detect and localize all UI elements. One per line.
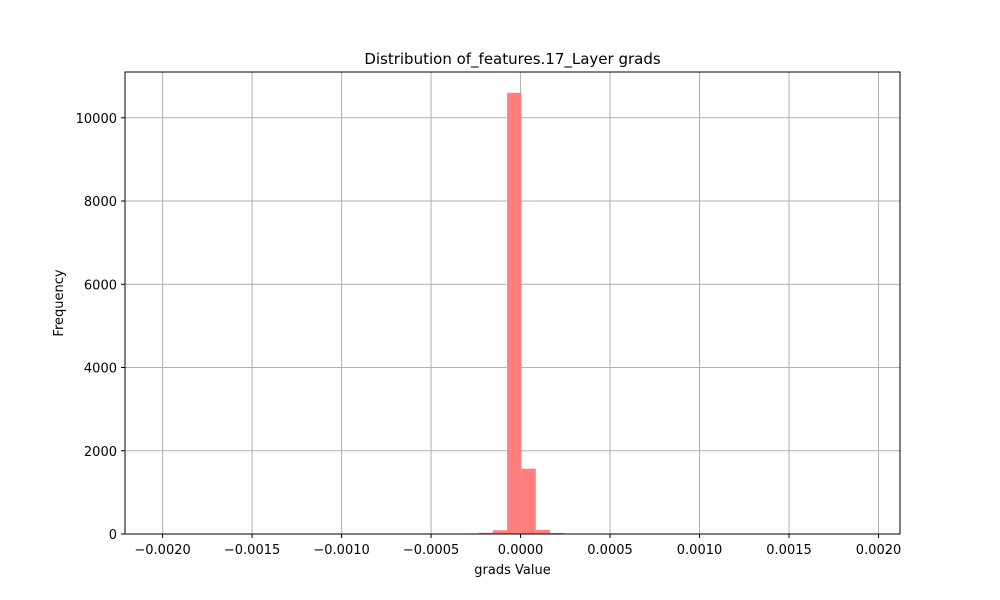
y-tick-label: 2000 [84, 445, 117, 460]
x-tick-label: −0.0020 [134, 543, 190, 558]
histogram-bar [507, 92, 522, 534]
axis-ticks: −0.0020 −0.0015 −0.0010 −0.0005 0.0000 0.0005… [76, 112, 902, 558]
histogram-bar [478, 532, 493, 534]
y-tick-label: 8000 [84, 195, 117, 210]
x-tick-label: −0.0015 [224, 543, 280, 558]
x-tick-label: −0.0010 [313, 543, 369, 558]
x-axis-label: grads Value [474, 563, 550, 578]
x-tick-label: 0.0020 [856, 543, 902, 558]
x-tick-label: −0.0005 [403, 543, 459, 558]
x-tick-label: 0.0015 [766, 543, 812, 558]
plot-frame [124, 71, 901, 535]
histogram-bar [521, 468, 536, 534]
x-tick-label: 0.0000 [498, 543, 544, 558]
y-tick-label: 10000 [76, 112, 117, 127]
histogram-bar [550, 532, 565, 534]
y-tick-label: 6000 [84, 278, 117, 293]
histogram-bar [535, 529, 551, 534]
chart-title: Distribution of_features.17_Layer grads [364, 50, 661, 69]
y-axis-label: Frequency [52, 269, 67, 336]
histogram-bars [464, 92, 579, 534]
histogram-bar [492, 530, 508, 534]
x-tick-label: 0.0005 [587, 543, 633, 558]
y-tick-label: 4000 [84, 362, 117, 377]
x-tick-label: 0.0010 [677, 543, 723, 558]
y-tick-label: 0 [109, 528, 117, 543]
